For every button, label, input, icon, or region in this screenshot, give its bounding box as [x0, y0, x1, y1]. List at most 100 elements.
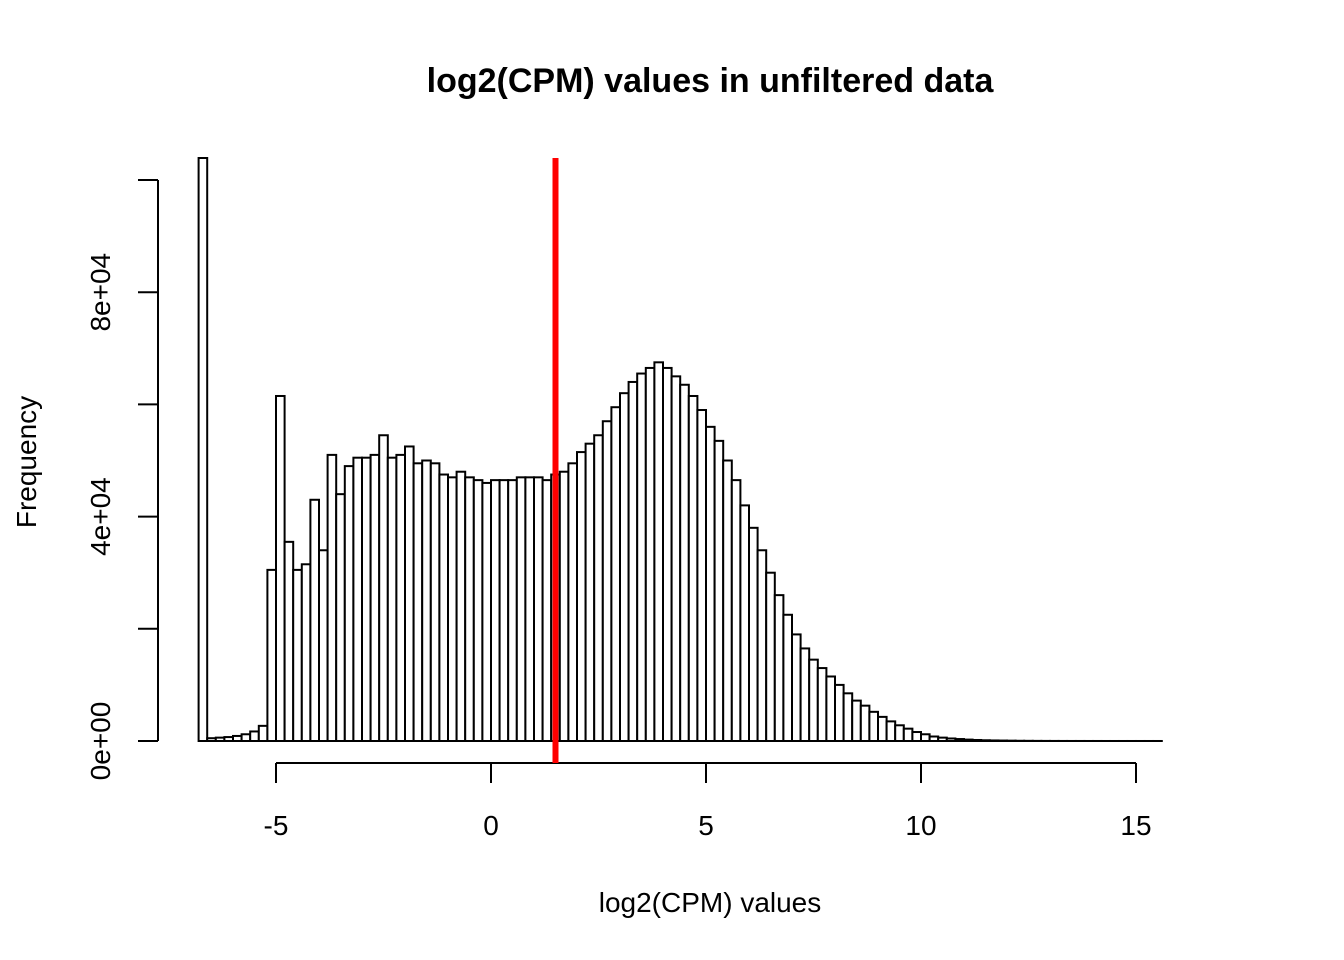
histogram-bar — [696, 409, 708, 742]
histogram-bar — [326, 453, 338, 742]
histogram-bar — [197, 157, 209, 742]
histogram-bar — [498, 479, 510, 742]
histogram-bar — [257, 724, 269, 742]
histogram-bar — [791, 633, 802, 742]
histogram-bar — [593, 434, 604, 742]
y-axis-label: Frequency — [11, 396, 42, 528]
histogram-bar — [713, 439, 725, 742]
histogram-bar — [232, 734, 243, 743]
histogram-bar — [679, 383, 690, 742]
x-tick-label: 5 — [698, 810, 714, 841]
x-axis-label: log2(CPM) values — [599, 887, 822, 918]
histogram-bar — [627, 380, 639, 742]
histogram-bar — [447, 476, 458, 742]
histogram-bar — [859, 704, 871, 742]
histogram-bar — [507, 479, 518, 742]
x-axis: -5 0 5 10 15 — [264, 762, 1152, 841]
histogram-bar — [619, 392, 630, 742]
histogram-bar — [653, 361, 665, 742]
bars-group — [197, 157, 1163, 743]
histogram-bar — [335, 493, 346, 742]
histogram-bar — [576, 451, 587, 742]
histogram-bar — [378, 434, 389, 742]
histogram-bar — [644, 366, 656, 742]
y-tick-label: 4e+04 — [85, 477, 116, 556]
x-tick-label: 0 — [483, 810, 499, 841]
histogram-bar — [490, 479, 501, 742]
histogram-bar — [954, 738, 966, 742]
histogram-bar — [361, 456, 372, 742]
histogram-bar — [283, 540, 295, 742]
histogram-bar — [584, 442, 596, 742]
chart-title: log2(CPM) values in unfiltered data — [427, 62, 995, 100]
histogram-bar — [902, 727, 914, 742]
histogram-bar — [472, 479, 484, 742]
histogram-bar — [756, 549, 768, 743]
histogram-bar — [318, 549, 329, 743]
histogram-bar — [670, 375, 682, 742]
histogram-bar — [868, 710, 880, 743]
histogram-bar — [937, 736, 948, 743]
histogram-bar — [429, 462, 441, 742]
histogram-bar — [292, 568, 303, 743]
histogram-bar — [558, 470, 570, 742]
histogram-bar — [206, 737, 217, 743]
histogram-bar — [541, 479, 553, 742]
histogram-bar — [404, 445, 415, 742]
histogram-bar — [240, 733, 252, 743]
histogram-bar — [300, 563, 312, 743]
histogram-bar — [438, 473, 449, 742]
histogram-bar — [601, 420, 613, 742]
histogram-bar — [825, 675, 837, 742]
histogram-bar — [705, 425, 716, 742]
histogram-bar — [515, 476, 527, 742]
histogram-bar — [799, 647, 811, 742]
histogram-bar — [481, 481, 492, 742]
histogram-bar — [687, 394, 699, 742]
x-tick-label: -5 — [264, 810, 289, 841]
histogram-bar — [773, 594, 785, 743]
histogram-bar — [928, 735, 940, 743]
histogram-bar — [834, 683, 845, 743]
histogram-bar — [877, 715, 888, 743]
histogram-bar — [386, 456, 398, 742]
histogram-bar — [722, 459, 733, 742]
histogram-bar — [765, 571, 776, 743]
histogram-bar — [842, 692, 854, 743]
histogram-bar — [533, 476, 544, 742]
histogram-bar — [885, 720, 897, 742]
histogram-bar — [249, 730, 260, 743]
histogram-bar — [412, 462, 424, 742]
histogram-bar — [567, 462, 579, 742]
histogram-bar — [309, 498, 320, 742]
histogram-bar — [739, 504, 751, 742]
histogram-bar — [945, 737, 957, 742]
x-tick-label: 15 — [1120, 810, 1151, 841]
x-tick-label: 10 — [905, 810, 936, 841]
y-axis: 0e+00 4e+04 8e+04 — [85, 179, 159, 781]
histogram-bar — [730, 479, 742, 742]
histogram-bar — [610, 406, 622, 742]
histogram-bar — [369, 453, 381, 742]
histogram-bar — [223, 736, 234, 743]
histogram-bar — [748, 526, 759, 742]
histogram-bar — [851, 699, 862, 742]
y-tick-label: 8e+04 — [85, 253, 116, 332]
histogram-bar — [421, 459, 432, 742]
histogram-bar — [455, 470, 467, 742]
histogram-bar — [662, 366, 673, 742]
histogram-bar — [636, 372, 647, 742]
histogram-bar — [395, 453, 406, 742]
histogram-bar — [464, 476, 475, 742]
histogram-bar — [808, 658, 819, 743]
histogram-bar — [911, 731, 923, 743]
histogram-bar — [782, 613, 794, 743]
histogram-bar — [524, 476, 536, 742]
histogram-bar — [266, 568, 277, 743]
histogram-bar — [894, 724, 905, 742]
histogram-bar — [343, 465, 355, 742]
y-tick-label: 0e+00 — [85, 702, 116, 781]
histogram-bar — [816, 667, 828, 743]
histogram-bar — [971, 738, 983, 742]
